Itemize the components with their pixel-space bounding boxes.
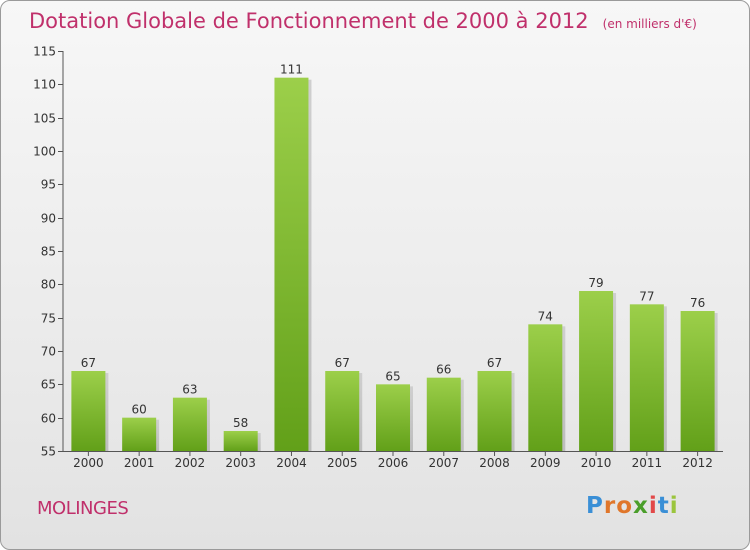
bar-2009	[528, 324, 563, 451]
y-tick-label: 70	[41, 345, 56, 359]
y-tick-label: 60	[41, 412, 56, 426]
y-tick-label: 55	[41, 445, 56, 459]
chart-subtitle: (en milliers d'€)	[602, 17, 697, 31]
x-tick-label-2002: 2002	[175, 456, 206, 470]
logo-letter: t	[657, 493, 670, 519]
commune-name: MOLINGES	[37, 498, 129, 519]
x-tick-label-2012: 2012	[682, 456, 713, 470]
bar-2005	[325, 371, 360, 451]
x-tick-label-2010: 2010	[581, 456, 612, 470]
data-label-2006: 65	[385, 369, 400, 383]
logo-letter: x	[633, 493, 649, 519]
proxiti-logo: Proxiti	[586, 493, 679, 519]
bar-2003	[223, 431, 258, 451]
x-tick-label-2001: 2001	[124, 456, 155, 470]
bar-2004	[274, 77, 309, 452]
y-tick-label: 85	[41, 245, 56, 259]
bar-2002	[172, 397, 207, 451]
bars: 67 60 63 58 111 67 65 66 67 74 79 77 76	[71, 63, 718, 452]
data-label-2007: 66	[436, 363, 451, 377]
bar-2006	[376, 384, 410, 451]
bar-2010	[579, 291, 614, 451]
bar-2011	[629, 304, 664, 451]
data-label-2009: 74	[538, 309, 553, 323]
chart-title: Dotation Globale de Fonctionnement de 20…	[29, 9, 697, 33]
x-tick-label-2007: 2007	[428, 456, 459, 470]
logo-letter: P	[586, 493, 604, 519]
y-tick-label: 95	[41, 178, 56, 192]
x-tick-label-2005: 2005	[327, 456, 358, 470]
data-label-2010: 79	[588, 276, 603, 290]
x-tick-label-2004: 2004	[276, 456, 307, 470]
axes: 55 60 65 70 75 80 85 90 95 100 105 110 115 2000 2001 20…	[33, 45, 723, 470]
data-label-2003: 58	[233, 416, 248, 430]
data-label-2008: 67	[487, 356, 502, 370]
y-tick-label: 105	[33, 112, 56, 126]
x-tick-label-2006: 2006	[378, 456, 409, 470]
bar-2001	[122, 417, 157, 451]
bar-2008	[477, 371, 512, 451]
y-tick-label: 90	[41, 212, 56, 226]
x-tick-label-2000: 2000	[73, 456, 104, 470]
x-tick-label-2009: 2009	[530, 456, 561, 470]
x-tick-label-2003: 2003	[225, 456, 256, 470]
data-label-2012: 76	[690, 296, 705, 310]
y-tick-label: 115	[33, 45, 56, 59]
data-label-2005: 67	[335, 356, 350, 370]
logo-letter: r	[603, 493, 617, 519]
y-tick-label: 75	[41, 312, 56, 326]
data-label-2002: 63	[182, 383, 197, 397]
bar-2000	[71, 371, 106, 451]
logo-letter: i	[648, 493, 658, 519]
data-label-2011: 77	[639, 289, 654, 303]
logo-letter: o	[616, 493, 634, 519]
data-label-2004: 111	[280, 63, 303, 77]
data-label-2001: 60	[132, 403, 147, 417]
logo-letter: i	[669, 493, 679, 519]
x-tick-label-2011: 2011	[632, 456, 663, 470]
bar-2007	[426, 377, 461, 451]
y-tick-label: 65	[41, 378, 56, 392]
data-label-2000: 67	[81, 356, 96, 370]
y-tick-label: 100	[33, 145, 56, 159]
y-tick-label: 110	[33, 78, 56, 92]
y-tick-label: 80	[41, 278, 56, 292]
chart-title-text: Dotation Globale de Fonctionnement de 20…	[29, 9, 589, 33]
bar-2012	[680, 311, 715, 451]
x-tick-label-2008: 2008	[479, 456, 510, 470]
